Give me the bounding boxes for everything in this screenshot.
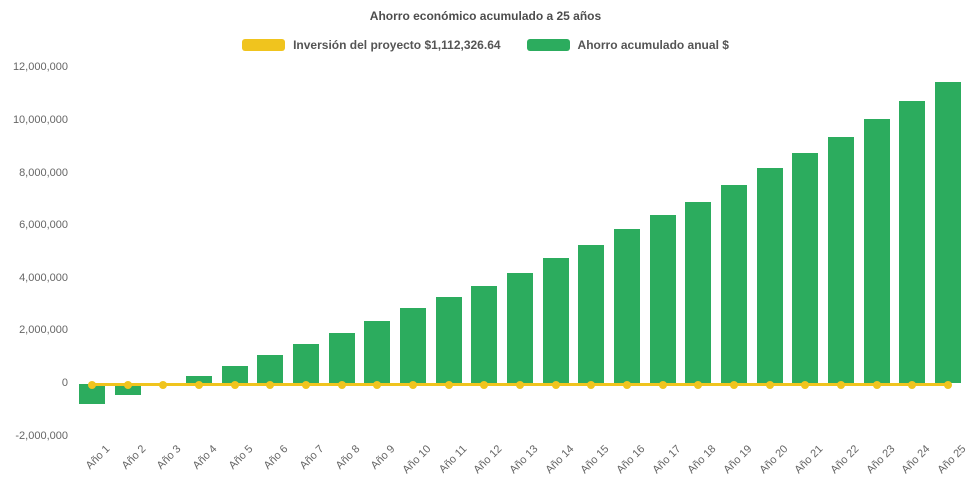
legend-label-ahorro: Ahorro acumulado anual $ xyxy=(577,38,729,52)
bar-ano-22[interactable] xyxy=(828,136,855,384)
legend-item-ahorro[interactable]: Ahorro acumulado anual $ xyxy=(526,38,729,52)
bar-ano-5[interactable] xyxy=(221,365,248,384)
legend-label-inversion: Inversión del proyecto $1,112,326.64 xyxy=(293,38,501,52)
investment-line-marker-ano-11[interactable] xyxy=(444,380,453,389)
investment-line-marker-ano-12[interactable] xyxy=(480,380,489,389)
bar-ano-2[interactable] xyxy=(114,383,141,396)
y-axis-label: 0 xyxy=(61,377,68,389)
bar-ano-8[interactable] xyxy=(328,333,355,384)
investment-line-marker-ano-1[interactable] xyxy=(87,380,96,389)
investment-line-marker-ano-13[interactable] xyxy=(516,380,524,389)
investment-line-marker-ano-8[interactable] xyxy=(337,380,346,389)
bar-ano-21[interactable] xyxy=(792,152,819,384)
investment-line-marker-ano-15[interactable] xyxy=(587,380,596,389)
legend-swatch-investment-line-icon xyxy=(242,39,286,51)
bar-ano-7[interactable] xyxy=(292,344,319,384)
investment-line-marker-ano-14[interactable] xyxy=(551,380,560,389)
legend: Inversión del proyecto $1,112,326.64 Aho… xyxy=(0,38,971,52)
bar-ano-13[interactable] xyxy=(507,272,533,384)
investment-line-marker-ano-17[interactable] xyxy=(658,380,667,389)
bar-ano-15[interactable] xyxy=(578,244,605,384)
bar-ano-19[interactable] xyxy=(721,184,748,384)
investment-line-marker-ano-9[interactable] xyxy=(373,380,382,389)
investment-line-marker-ano-22[interactable] xyxy=(837,380,846,389)
y-axis-label: -2,000,000 xyxy=(15,429,68,442)
bar-ano-11[interactable] xyxy=(435,296,462,384)
bar-ano-6[interactable] xyxy=(257,354,284,384)
investment-line-marker-ano-2[interactable] xyxy=(123,380,132,389)
y-axis-label: 6,000,000 xyxy=(19,219,68,232)
y-axis-label: 10,000,000 xyxy=(12,114,68,127)
bar-ano-18[interactable] xyxy=(685,201,712,384)
bar-ano-24[interactable] xyxy=(899,100,926,384)
bar-ano-1[interactable] xyxy=(78,383,105,404)
bar-ano-4[interactable] xyxy=(185,375,212,384)
investment-line-marker-ano-19[interactable] xyxy=(730,380,739,389)
bar-ano-17[interactable] xyxy=(649,214,676,384)
investment-line-marker-ano-20[interactable] xyxy=(765,380,774,389)
bar-ano-12[interactable] xyxy=(471,285,498,384)
investment-line-marker-ano-25[interactable] xyxy=(944,380,953,389)
investment-line-marker-ano-21[interactable] xyxy=(801,380,810,389)
bar-ano-16[interactable] xyxy=(614,229,641,384)
investment-line-marker-ano-18[interactable] xyxy=(694,380,703,389)
y-axis-label: 2,000,000 xyxy=(19,324,68,337)
bar-ano-9[interactable] xyxy=(364,321,391,384)
investment-line-marker-ano-24[interactable] xyxy=(908,380,917,389)
y-axis-label: 8,000,000 xyxy=(19,166,68,179)
chart-title: Ahorro económico acumulado a 25 años xyxy=(369,9,602,23)
investment-line-marker-ano-3[interactable] xyxy=(159,380,168,389)
legend-item-inversion[interactable]: Inversión del proyecto $1,112,326.64 xyxy=(242,38,501,52)
bar-ano-25[interactable] xyxy=(935,81,962,384)
investment-line-marker-ano-4[interactable] xyxy=(194,380,203,389)
bar-ano-14[interactable] xyxy=(542,258,569,384)
investment-line-marker-ano-7[interactable] xyxy=(301,380,310,389)
bar-ano-23[interactable] xyxy=(863,118,890,384)
y-axis-label: 4,000,000 xyxy=(19,271,68,284)
investment-line-marker-ano-5[interactable] xyxy=(230,380,239,389)
investment-line-marker-ano-23[interactable] xyxy=(872,380,881,389)
bar-ano-20[interactable] xyxy=(756,167,783,384)
bar-ano-10[interactable] xyxy=(399,307,426,384)
investment-line-marker-ano-16[interactable] xyxy=(623,380,632,389)
y-axis-label: 12,000,000 xyxy=(12,61,68,74)
investment-line-marker-ano-6[interactable] xyxy=(266,380,275,389)
investment-line-marker-ano-10[interactable] xyxy=(408,380,417,389)
legend-swatch-savings-bar-icon xyxy=(526,39,570,51)
